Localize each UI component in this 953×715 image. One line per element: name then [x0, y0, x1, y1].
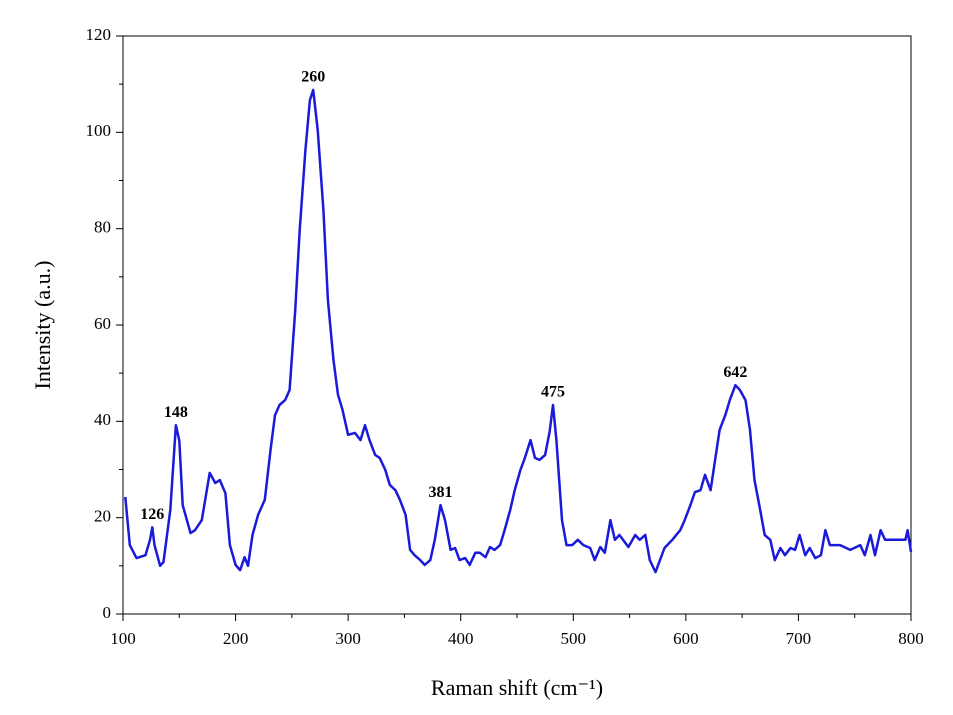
- x-tick-label: 800: [898, 629, 924, 648]
- y-tick-label: 40: [94, 410, 111, 429]
- x-tick-label: 400: [448, 629, 474, 648]
- x-tick-label: 500: [561, 629, 587, 648]
- peak-label: 642: [723, 364, 747, 381]
- y-tick-label: 100: [86, 121, 112, 140]
- peak-label: 475: [541, 384, 565, 401]
- y-tick-label: 0: [103, 603, 112, 622]
- y-tick-label: 120: [86, 25, 112, 44]
- y-tick-label: 20: [94, 507, 111, 526]
- x-tick-label: 200: [223, 629, 249, 648]
- x-tick-label: 700: [786, 629, 812, 648]
- x-tick-label: 100: [110, 629, 136, 648]
- peak-label: 381: [428, 484, 452, 501]
- peak-label: 148: [164, 404, 188, 421]
- spectrum-line: [124, 88, 913, 574]
- x-axis-label: Raman shift (cm⁻¹): [431, 675, 603, 700]
- y-tick-label: 60: [94, 314, 111, 333]
- plot-frame: [122, 35, 912, 615]
- peak-label: 126: [140, 506, 164, 523]
- x-tick-label: 300: [335, 629, 361, 648]
- peak-label: 260: [301, 69, 325, 86]
- y-axis-label: Intensity (a.u.): [30, 261, 55, 390]
- y-tick-label: 80: [94, 218, 111, 237]
- x-tick-label: 600: [673, 629, 699, 648]
